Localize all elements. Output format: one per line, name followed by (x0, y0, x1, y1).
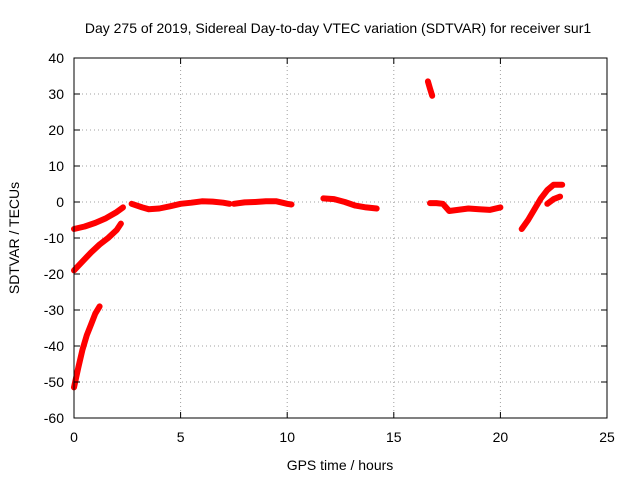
x-tick-label: 20 (493, 429, 509, 445)
data-series (71, 78, 566, 391)
x-tick-label: 25 (599, 429, 615, 445)
series-segment-4 (128, 198, 233, 213)
y-tick-label: 10 (48, 158, 64, 174)
y-tick-label: -60 (44, 410, 64, 426)
y-tick-label: 20 (48, 122, 64, 138)
series-segment-3 (71, 303, 103, 391)
series-segment-1 (71, 204, 126, 232)
y-axis-ticks: 40 30 20 10 0 -10 -20 -30 -40 -50 -60 (44, 50, 607, 426)
y-tick-label: 0 (56, 194, 64, 210)
y-tick-label: -20 (44, 266, 64, 282)
series-segment-5 (230, 198, 295, 208)
x-axis-ticks: 0 5 10 15 20 25 (70, 58, 615, 445)
x-tick-label: 10 (279, 429, 295, 445)
x-axis-label: GPS time / hours (287, 457, 394, 473)
series-segment-8 (427, 200, 504, 214)
y-axis-label: SDTVAR / TECUs (6, 182, 22, 294)
series-segment-6 (320, 195, 380, 212)
y-tick-label: -30 (44, 302, 64, 318)
x-tick-label: 5 (177, 429, 185, 445)
series-segment-9 (518, 181, 566, 232)
y-tick-label: -40 (44, 338, 64, 354)
y-tick-label: 40 (48, 50, 64, 66)
y-tick-label: 30 (48, 86, 64, 102)
series-segment-7 (424, 78, 436, 99)
x-tick-label: 15 (386, 429, 402, 445)
chart-title: Day 275 of 2019, Sidereal Day-to-day VTE… (85, 20, 591, 36)
y-tick-label: -50 (44, 374, 64, 390)
series-segment-2 (71, 220, 124, 274)
y-tick-label: -10 (44, 230, 64, 246)
grid-lines (74, 58, 607, 418)
series-segment-10 (544, 193, 564, 207)
x-tick-label: 0 (70, 429, 78, 445)
plot-frame (73, 57, 608, 419)
